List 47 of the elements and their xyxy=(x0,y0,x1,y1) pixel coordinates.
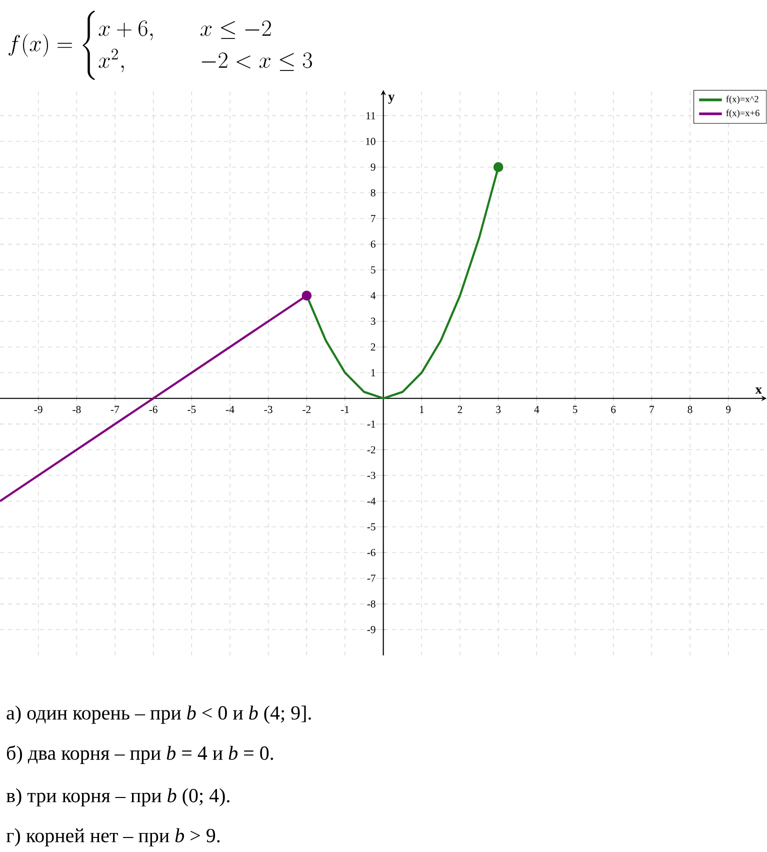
x-tick-label: 6 xyxy=(611,406,616,414)
x-tick-label: 9 xyxy=(726,406,731,414)
x-tick-label: 4 xyxy=(534,406,540,413)
y-tick-label: 5 xyxy=(371,266,376,274)
x-tick-label: -8 xyxy=(72,406,81,414)
x-tick-label: 7 xyxy=(650,406,654,413)
y-tick-label: -4 xyxy=(367,498,376,505)
y-tick-label: 10 xyxy=(366,138,376,145)
y-tick-label: 9 xyxy=(370,164,376,171)
x-tick-label: -9 xyxy=(34,406,43,414)
x-tick-label: -4 xyxy=(226,406,234,413)
y-tick-label: 6 xyxy=(371,240,376,248)
y-tick-label: -7 xyxy=(367,574,376,582)
legend-label: f(x)=x^2 xyxy=(726,96,758,104)
y-tick-label: 3 xyxy=(371,318,376,325)
text: в) три корня – при b (0; 4). xyxy=(6,788,230,806)
y-tick-label: 8 xyxy=(371,189,376,196)
y-tick-label: -9 xyxy=(367,626,376,634)
y-tick-label: 1 xyxy=(372,369,376,376)
legend-label: f(x)=x+6 xyxy=(726,110,760,118)
x-tick-label: -2 xyxy=(302,406,311,413)
x-tick-label: 5 xyxy=(573,406,578,414)
y-tick-label: -5 xyxy=(367,523,376,530)
x-tick-label: 8 xyxy=(688,406,692,414)
x-tick-label: -6 xyxy=(149,406,158,414)
y-tick-label: -2 xyxy=(367,446,376,454)
y-tick-label: -3 xyxy=(367,472,376,480)
y-tick-label: 4 xyxy=(370,292,376,300)
y-tick-label: -6 xyxy=(367,548,376,556)
x-tick-label: -7 xyxy=(111,406,120,413)
text: б) два корня – при b = 4 и b = 0. xyxy=(7,745,274,764)
y-tick-label: 11 xyxy=(366,112,376,120)
x-tick-label: 3 xyxy=(496,406,501,414)
x-tick-label: -3 xyxy=(264,406,273,414)
x-tick-label: 1 xyxy=(420,406,424,413)
x-tick-label: -5 xyxy=(188,406,196,414)
y-tick-label: -8 xyxy=(367,600,376,608)
y-axis-title: y xyxy=(388,94,395,104)
text: а) один корень – при b < 0 и b (4; 9]. xyxy=(6,706,312,724)
text: г) корней нет – при b > 9. xyxy=(6,828,220,846)
x-axis-title: x xyxy=(756,388,762,394)
y-tick-label: 2 xyxy=(371,343,376,350)
x-tick-label: 2 xyxy=(458,406,462,413)
y-tick-label: -1 xyxy=(367,420,376,428)
y-tick-label: 7 xyxy=(371,214,376,222)
chart-title: $f(x) = \begin{cases} x+6, & \quad x \le -2 \\ x^2, & \quad -2 < x \le 3 \end{cases}$ xyxy=(8,10,312,80)
x-tick-label: -1 xyxy=(341,406,349,413)
